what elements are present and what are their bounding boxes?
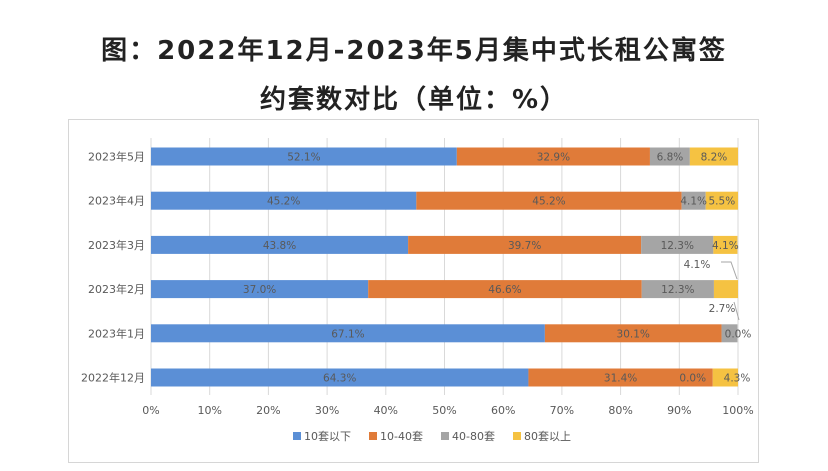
x-tick-label: 40% (374, 404, 398, 417)
data-label: 5.5% (709, 196, 736, 208)
bar-segment (151, 147, 457, 166)
data-label: 4.1% (712, 240, 739, 252)
data-label: 4.3% (724, 373, 751, 385)
bar-segment (528, 368, 713, 387)
chart-title-line-2: 约套数对比（单位：%） (259, 85, 569, 115)
x-tick-label: 70% (550, 404, 574, 417)
bar-segment (641, 235, 714, 254)
chart-title-line-1: 图：2022年12月-2023年5月集中式长租公寓签 (101, 36, 727, 66)
bar-segment (151, 324, 545, 343)
y-tick-label: 2023年4月 (88, 194, 145, 208)
data-label: 2.7% (709, 303, 736, 315)
legend-swatch (293, 432, 301, 440)
label-leader-line (721, 261, 738, 280)
legend-label: 10套以下 (304, 430, 351, 443)
bar-segment (416, 191, 682, 210)
bar-segment (151, 368, 529, 387)
x-tick-label: 80% (608, 404, 632, 417)
bar-segment (151, 280, 369, 299)
bar-segment (641, 280, 714, 299)
bar-segment (151, 191, 417, 210)
data-label: 32.9% (537, 152, 570, 164)
bar-segment (544, 324, 722, 343)
x-tick-label: 30% (315, 404, 339, 417)
data-label: 12.3% (661, 240, 694, 252)
data-label: 4.1% (684, 259, 711, 271)
legend-swatch (513, 432, 521, 440)
bar-segment (408, 235, 642, 254)
bar-segment (721, 324, 738, 343)
data-label: 30.1% (617, 328, 650, 340)
y-tick-label: 2022年12月 (81, 371, 145, 385)
bar-segment (681, 191, 706, 210)
y-tick-label: 2023年5月 (88, 150, 145, 164)
y-tick-label: 2023年2月 (88, 282, 145, 296)
bar-segment (705, 191, 738, 210)
x-tick-label: 60% (491, 404, 515, 417)
data-label: 45.2% (267, 196, 300, 208)
x-tick-label: 100% (722, 404, 753, 417)
data-label: 12.3% (661, 284, 694, 296)
legend-swatch (369, 432, 377, 440)
x-tick-label: 10% (197, 404, 221, 417)
x-tick-label: 90% (667, 404, 691, 417)
data-label: 31.4% (604, 373, 637, 385)
y-tick-label: 2023年3月 (88, 238, 145, 252)
data-label: 46.6% (488, 284, 521, 296)
data-label: 0.0% (725, 328, 752, 340)
x-tick-label: 50% (432, 404, 456, 417)
legend-label: 10-40套 (380, 430, 423, 443)
data-label: 4.1% (680, 196, 707, 208)
bar-segment (713, 235, 738, 254)
legend-label: 40-80套 (452, 430, 495, 443)
legend-swatch (441, 432, 449, 440)
data-label: 67.1% (331, 328, 364, 340)
data-label: 45.2% (532, 196, 565, 208)
data-label: 52.1% (287, 152, 320, 164)
bar-segment (649, 147, 690, 166)
bar-segment (151, 235, 409, 254)
bar-segment (713, 280, 738, 299)
bar-segment (712, 368, 738, 387)
y-tick-label: 2023年1月 (88, 326, 145, 340)
bar-segment (368, 280, 642, 299)
legend-label: 80套以上 (524, 430, 571, 443)
data-label: 39.7% (508, 240, 541, 252)
bar-segment (689, 147, 738, 166)
data-label: 64.3% (323, 373, 356, 385)
bar-segment (456, 147, 650, 166)
data-label: 37.0% (243, 284, 276, 296)
x-tick-label: 20% (256, 404, 280, 417)
label-leader-line (733, 301, 740, 321)
data-label: 8.2% (701, 152, 728, 164)
data-label: 6.8% (657, 152, 684, 164)
data-label: 43.8% (263, 240, 296, 252)
x-tick-label: 0% (142, 404, 159, 417)
data-label: 0.0% (679, 373, 706, 385)
